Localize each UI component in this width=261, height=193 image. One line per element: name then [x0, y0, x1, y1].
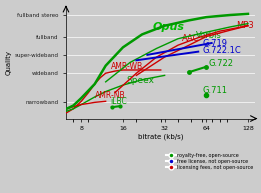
Text: Opus: Opus — [152, 22, 184, 32]
X-axis label: bitrate (kb/s): bitrate (kb/s) — [138, 134, 183, 141]
Text: iLBC: iLBC — [110, 97, 127, 106]
Text: G.719: G.719 — [203, 39, 227, 48]
Y-axis label: Quality: Quality — [5, 50, 11, 75]
Text: MP3: MP3 — [236, 21, 254, 30]
Text: G.722: G.722 — [208, 59, 233, 68]
Text: G.722.1C: G.722.1C — [203, 46, 241, 55]
Text: AAC: AAC — [182, 34, 200, 43]
Text: Vorbis: Vorbis — [196, 31, 222, 40]
Legend: royalty-free, open-source, free license, not open-source, licensing fees, not op: royalty-free, open-source, free license,… — [166, 152, 253, 170]
Text: AMR-WB: AMR-WB — [110, 63, 143, 71]
Text: AMR-NB: AMR-NB — [95, 91, 125, 100]
Text: G.711: G.711 — [203, 86, 227, 95]
Text: Speex: Speex — [127, 76, 155, 85]
